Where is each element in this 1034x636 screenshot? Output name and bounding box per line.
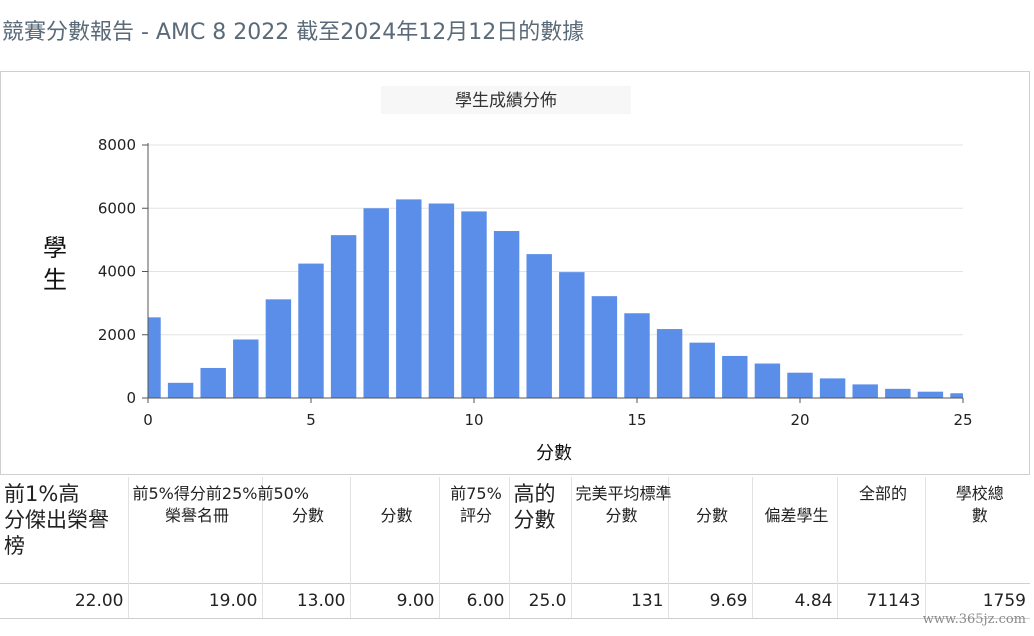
y-tick-label: 8000 xyxy=(98,136,136,154)
table-header-line: 分數 xyxy=(291,506,324,525)
score-distribution-chart: 學生成績分佈 0 2000 4000 6000 8000 0 5 10 15 20 25 分數 學 … xyxy=(43,86,973,464)
bar xyxy=(656,329,683,398)
table-header-cell: 前75% 評分 xyxy=(439,477,510,584)
table-header-cell: 偏差學生 xyxy=(752,477,838,584)
table-header-cell: 前1%高 分傑出榮譽榜 xyxy=(0,477,129,584)
table-header-line: 偏差學生 xyxy=(764,506,829,525)
bar xyxy=(493,231,520,398)
table-header-line: 分數 xyxy=(695,506,728,525)
bar xyxy=(722,355,748,398)
table-header-line xyxy=(673,483,752,505)
bar xyxy=(689,342,715,398)
bar xyxy=(754,363,781,398)
table-header-line: 榮譽名冊 xyxy=(164,506,229,525)
x-tick-label: 20 xyxy=(790,411,809,429)
bar xyxy=(591,296,618,398)
table-header-line: 學校總 xyxy=(955,484,1004,503)
y-tick-label: 2000 xyxy=(98,326,136,344)
bar xyxy=(526,254,552,398)
watermark: www.365jz.com xyxy=(922,612,1026,627)
table-value-cell: 9.69 xyxy=(668,583,753,619)
table-header-line: 數 xyxy=(971,506,988,525)
y-axis-label: 學 生 xyxy=(43,234,75,294)
table-header-line: 高的 xyxy=(513,482,556,506)
table-header-line: 評分 xyxy=(459,506,492,525)
stats-table: 前1%高 分傑出榮譽榜前5%得分前25%前50% 榮譽名冊 分數 分數 前75% 評分高… xyxy=(0,477,1030,619)
table-header-line xyxy=(355,483,439,505)
table-header-cell: 學校總數 xyxy=(925,477,1030,584)
table-value-cell: 71143 xyxy=(837,583,926,619)
bar xyxy=(396,199,422,398)
bar xyxy=(298,263,324,398)
table-header-cell: 分數 xyxy=(668,477,753,584)
table-header-line: 分數 xyxy=(605,506,638,525)
x-tick-label: 25 xyxy=(953,411,972,429)
table-header-cell: 前5%得分前25%前50% 榮譽名冊 xyxy=(128,477,310,584)
table-header-cell: 全部的 xyxy=(837,477,926,584)
table-header-line: 前75% xyxy=(450,484,502,503)
table-value-cell: 6.00 xyxy=(439,583,510,619)
chart-title: 學生成績分佈 xyxy=(455,91,557,111)
table-header-line: 全部的 xyxy=(858,484,907,503)
y-tick-label: 0 xyxy=(126,389,136,407)
x-axis-label: 分數 xyxy=(536,443,572,464)
table-value-cell: 1759 xyxy=(925,583,1030,619)
bar xyxy=(461,211,487,398)
table-header-line: 分傑出榮譽 xyxy=(4,508,109,532)
table-header-line: 分數 xyxy=(513,508,556,532)
table-header-line: 榜 xyxy=(4,534,25,558)
table-header-row: 前1%高 分傑出榮譽榜前5%得分前25%前50% 榮譽名冊 分數 分數 前75% 評分高… xyxy=(0,477,1030,584)
table-value-cell: 9.00 xyxy=(350,583,440,619)
table-value-cell: 22.00 xyxy=(0,583,129,619)
bar xyxy=(428,203,455,398)
bar xyxy=(330,235,357,398)
bar xyxy=(819,378,846,398)
bar xyxy=(624,313,650,398)
x-tick-label: 5 xyxy=(306,411,316,429)
table-value-cell: 25.0 xyxy=(509,583,572,619)
bar xyxy=(167,382,194,398)
x-tick-label: 0 xyxy=(143,411,153,429)
table-header-cell: 分數 xyxy=(350,477,440,584)
table-header-cell: 分數 xyxy=(262,477,351,584)
bar xyxy=(265,299,292,398)
y-tick-label: 6000 xyxy=(98,199,136,217)
bar xyxy=(233,339,259,398)
bar xyxy=(885,388,911,398)
table-header-cell: 高的 分數 xyxy=(509,477,572,584)
bar xyxy=(787,372,813,398)
table-value-cell: 131 xyxy=(571,583,669,619)
page-title: 競賽分數報告 - AMC 8 2022 截至2024年12月12日的數據 xyxy=(2,20,585,45)
y-tick-label: 4000 xyxy=(98,263,136,281)
bar xyxy=(148,317,161,398)
table-value-cell: 13.00 xyxy=(262,583,351,619)
table-header-line xyxy=(842,505,925,527)
table-header-line xyxy=(757,483,837,505)
table-header-line: 前5%得分前25%前50% xyxy=(132,484,310,503)
table-header-line: 完美平均標準 xyxy=(575,484,672,503)
bar xyxy=(852,384,878,398)
table-value-row: 22.00 19.00 13.00 9.00 6.00 25.0 131 9.69 4.84 71… xyxy=(0,583,1030,619)
table-header-line: 分數 xyxy=(380,506,413,525)
x-tick-label: 15 xyxy=(627,411,646,429)
chart-panel: 學生成績分佈 0 2000 4000 6000 8000 0 5 10 15 20 25 分數 學 … xyxy=(0,71,1030,475)
bar xyxy=(363,208,389,398)
bar xyxy=(950,393,963,398)
bar xyxy=(917,391,944,398)
table-header-line: 前1%高 xyxy=(4,482,80,506)
bar xyxy=(559,272,585,398)
x-tick-label: 10 xyxy=(464,411,483,429)
table-value-cell: 4.84 xyxy=(752,583,838,619)
table-header-cell: 完美平均標準 分數 xyxy=(571,477,672,584)
table-value-cell: 19.00 xyxy=(128,583,263,619)
bar xyxy=(200,367,226,398)
